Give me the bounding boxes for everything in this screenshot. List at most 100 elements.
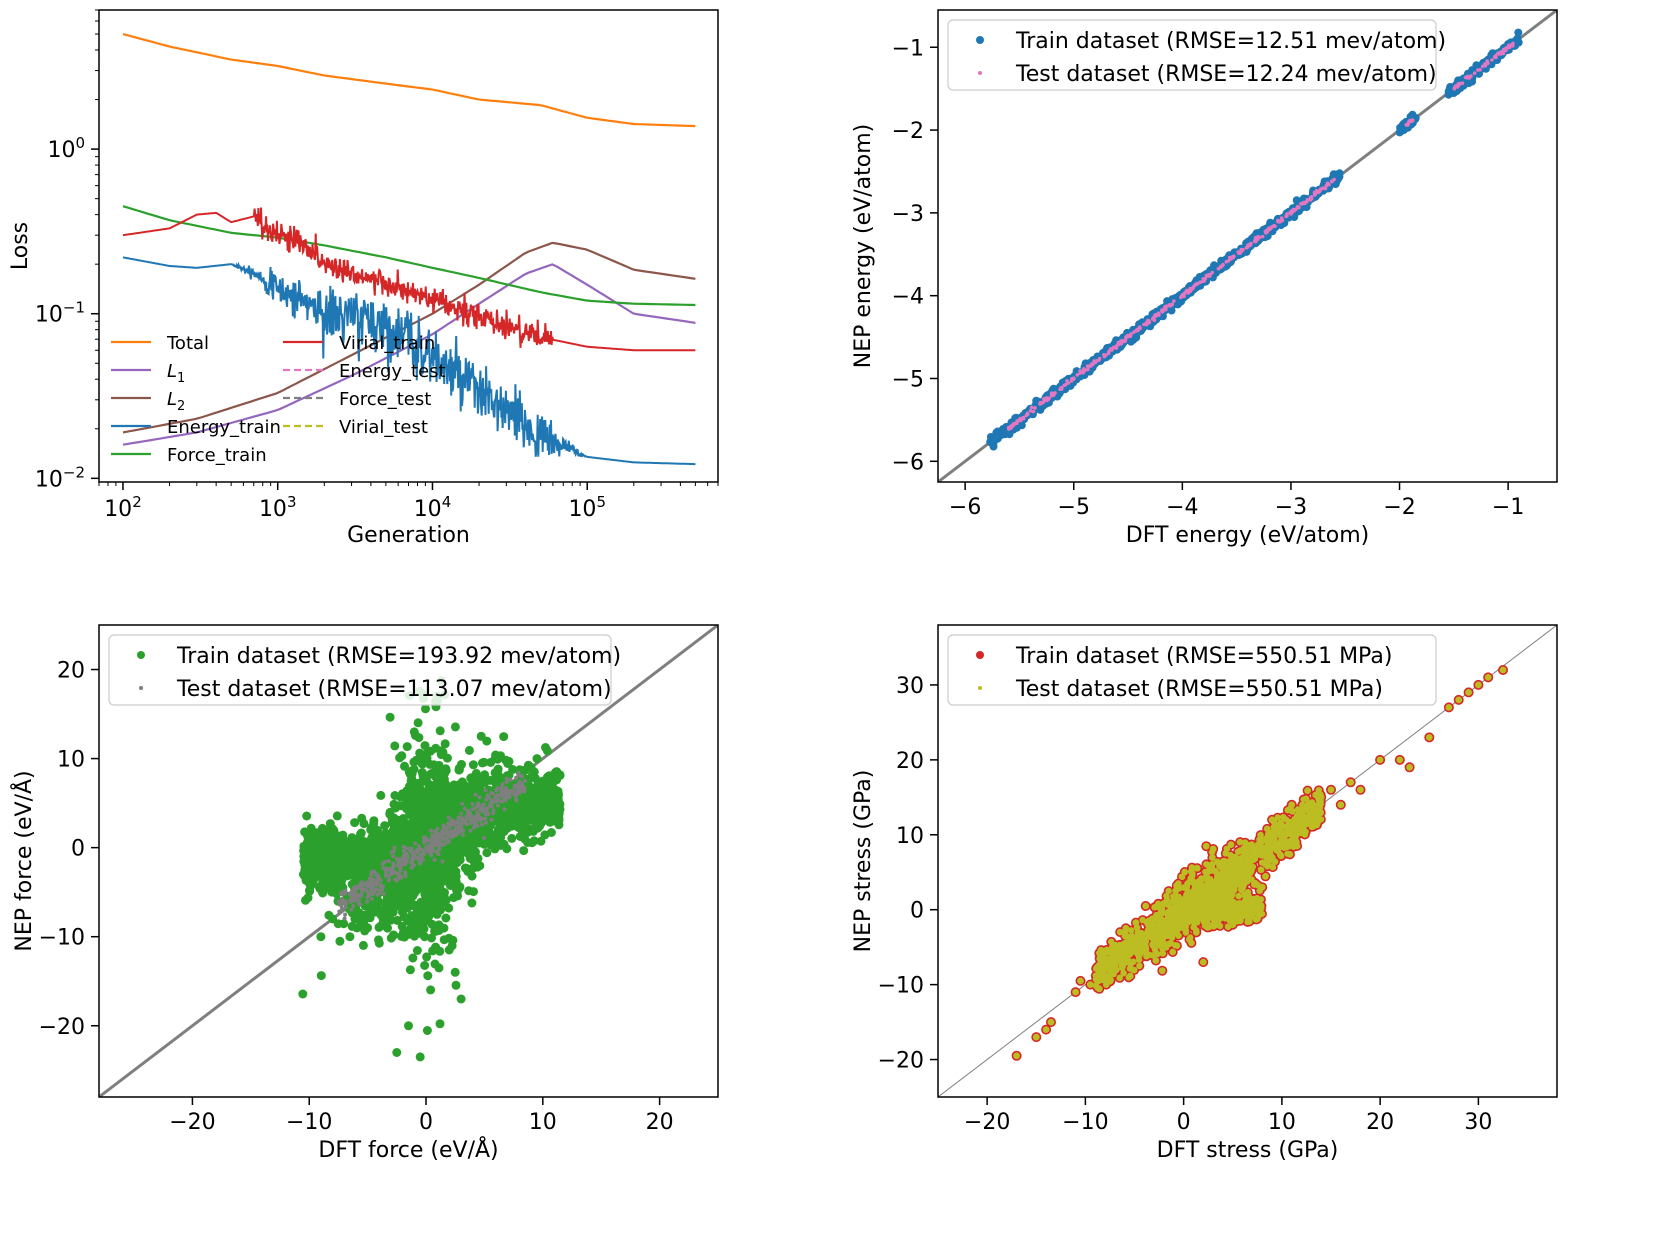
scatter-point: [357, 813, 367, 823]
scatter-point: [397, 751, 406, 761]
scatter-point: [378, 883, 383, 888]
y-tick-label: 10−2: [35, 463, 85, 492]
scatter-point: [300, 827, 310, 837]
scatter-point: [482, 807, 487, 812]
scatter-point: [1028, 409, 1033, 413]
scatter-point: [489, 800, 494, 804]
scatter-point: [1017, 417, 1022, 422]
scatter-point: [473, 853, 483, 863]
scatter-point: [345, 932, 355, 942]
axes-1: 102 103 104 10510−210−1100GenerationLossTot…: [8, 9, 719, 548]
scatter-point: [436, 834, 441, 838]
scatter-point: [363, 852, 373, 861]
scatter-point: [303, 842, 313, 852]
scatter-point: [1092, 360, 1096, 364]
scatter-point: [380, 821, 390, 831]
scatter-point: [339, 869, 349, 879]
legend-marker: [976, 36, 984, 44]
scatter-point: [473, 862, 482, 872]
scatter-point: [401, 848, 406, 853]
scatter-point: [442, 786, 452, 796]
scatter-point: [409, 857, 414, 862]
x-axis-label: DFT force (eV/Å): [318, 1136, 498, 1163]
scatter-point: [522, 779, 527, 783]
scatter-point: [353, 850, 363, 860]
scatter-point: [490, 832, 500, 842]
scatter-point: [325, 819, 335, 829]
scatter-point: [421, 704, 430, 714]
scatter-point: [422, 952, 432, 962]
scatter-point: [1162, 305, 1167, 310]
scatter-point: [420, 961, 430, 970]
scatter-point: [403, 870, 408, 875]
scatter-point: [1125, 333, 1130, 338]
scatter-point: [437, 847, 442, 851]
scatter-point: [1285, 212, 1289, 216]
scatter-point: [1006, 425, 1011, 430]
scatter-point: [430, 926, 440, 936]
scatter-point: [369, 896, 374, 901]
scatter-point: [491, 779, 501, 789]
scatter-point: [352, 923, 362, 933]
scatter-point: [1228, 256, 1232, 261]
scatter-point: [434, 781, 443, 791]
scatter-point: [352, 869, 362, 879]
scatter-point: [493, 769, 503, 778]
x-tick-label: −6: [949, 495, 981, 520]
scatter-point: [328, 865, 338, 875]
scatter-point: [1132, 330, 1136, 334]
scatter-point: [451, 980, 461, 990]
plot-area: [99, 625, 718, 1097]
scatter-point: [353, 898, 358, 903]
scatter-point: [1168, 303, 1172, 308]
scatter-point: [377, 876, 382, 881]
scatter-point: [1248, 243, 1252, 248]
scatter-point: [415, 1052, 425, 1062]
scatter-point: [431, 848, 436, 853]
scatter-point: [401, 828, 411, 838]
scatter-point: [446, 833, 451, 837]
scatter-point: [1327, 182, 1331, 187]
scatter-point: [332, 849, 341, 859]
scatter-point: [517, 785, 522, 790]
scatter-point: [481, 802, 486, 807]
legend-label: Virial_train: [339, 333, 435, 354]
scatter-point: [1253, 238, 1258, 242]
scatter-point: [339, 856, 349, 866]
scatter-point: [1278, 220, 1282, 224]
scatter-point: [500, 787, 505, 792]
x-tick-label: −3: [1275, 495, 1307, 520]
plot-area: [938, 10, 1557, 482]
scatter-point: [529, 795, 539, 805]
scatter-point: [427, 919, 437, 929]
scatter-point: [388, 827, 398, 837]
legend-label: Test dataset (RMSE=113.07 mev/atom): [176, 677, 612, 702]
series-line-force-train: [122, 205, 696, 307]
scatter-point: [512, 783, 517, 788]
scatter-point: [405, 855, 410, 860]
y-tick-label: −1: [892, 36, 924, 61]
scatter-point: [1075, 373, 1080, 377]
scatter-point: [415, 848, 420, 853]
x-tick-label: −10: [286, 1110, 332, 1135]
scatter-point: [477, 795, 482, 800]
scatter-point: [433, 906, 443, 916]
scatter-point: [1396, 126, 1405, 135]
scatter-point: [332, 889, 342, 899]
scatter-point: [309, 851, 319, 861]
scatter-point: [491, 811, 496, 816]
scatter-point: [393, 877, 398, 882]
scatter-point: [459, 811, 464, 816]
scatter-point: [1185, 290, 1189, 294]
scatter-point: [516, 782, 521, 787]
scatter-point: [457, 759, 466, 769]
scatter-point: [1472, 71, 1477, 75]
scatter-point: [1452, 87, 1457, 91]
scatter-point: [1323, 186, 1328, 191]
scatter-point: [464, 745, 474, 755]
scatter-point: [461, 846, 471, 856]
scatter-point: [302, 811, 312, 821]
scatter-point: [1405, 123, 1410, 127]
scatter-point: [321, 869, 331, 879]
scatter-point: [441, 913, 451, 923]
